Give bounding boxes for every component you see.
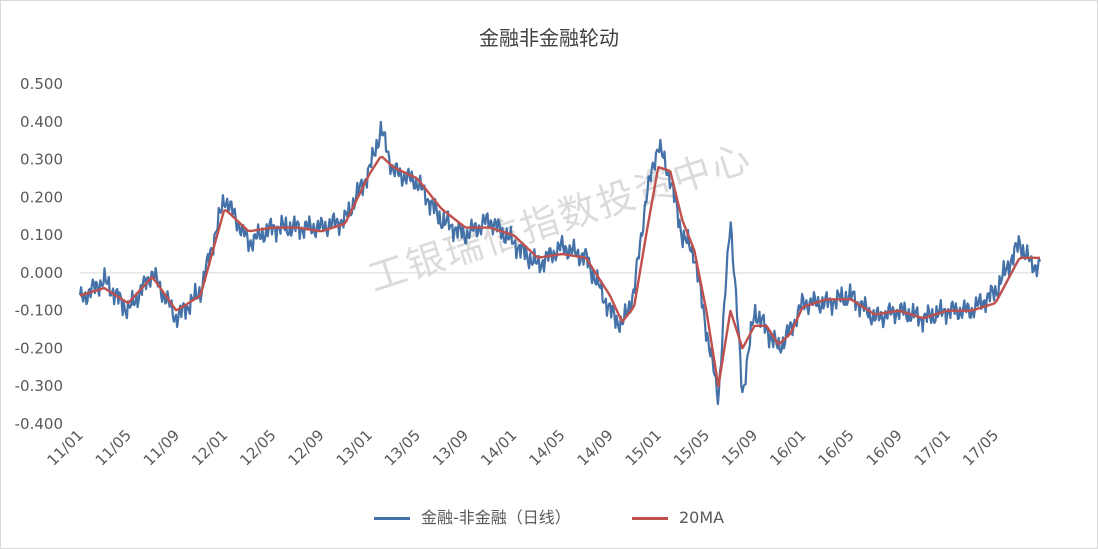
y-tick-label: -0.300 (15, 377, 63, 395)
y-tick-label: 0.000 (20, 264, 63, 282)
legend-label-daily: 金融-非金融（日线） (421, 508, 571, 527)
y-tick-label: 0.300 (20, 151, 63, 169)
series-line-daily (78, 120, 1042, 406)
y-tick-label: 0.400 (20, 113, 63, 131)
x-tick-label: 14/01 (477, 426, 520, 469)
y-tick-label: 0.100 (20, 226, 63, 244)
x-tick-label: 16/09 (863, 426, 906, 469)
x-tick-label: 13/09 (429, 426, 472, 469)
y-tick-label: 0.200 (20, 188, 63, 206)
legend-item-ma: 20MA (631, 508, 725, 527)
y-tick-label: 0.500 (20, 75, 63, 93)
chart-title: 金融非金融轮动 (479, 26, 619, 50)
x-tick-label: 14/09 (574, 426, 617, 469)
x-tick-label: 12/05 (236, 426, 279, 469)
x-tick-label: 15/09 (718, 426, 761, 469)
x-tick-label: 17/01 (911, 426, 954, 469)
y-tick-label: -0.100 (15, 302, 63, 320)
x-tick-label: 15/05 (670, 426, 713, 469)
x-tick-label: 11/05 (92, 426, 135, 469)
legend-swatch-ma (631, 517, 668, 520)
x-tick-label: 15/01 (622, 426, 665, 469)
x-tick-label: 13/01 (333, 426, 376, 469)
x-tick-label: 13/05 (381, 426, 424, 469)
x-tick-label: 14/05 (525, 426, 568, 469)
legend-label-ma: 20MA (678, 508, 725, 527)
legend-swatch-daily (373, 517, 410, 520)
x-tick-label: 12/01 (188, 426, 231, 469)
y-tick-label: -0.400 (15, 415, 63, 433)
x-tick-label: 16/01 (766, 426, 809, 469)
x-tick-label: 12/09 (284, 426, 327, 469)
x-tick-label: 17/05 (959, 426, 1002, 469)
x-tick-label: 16/05 (814, 426, 857, 469)
series-line-20ma (79, 155, 1040, 388)
chart-legend: 金融-非金融（日线） 20MA (0, 504, 1098, 528)
legend-item-daily: 金融-非金融（日线） (373, 504, 571, 528)
y-tick-label: -0.200 (15, 339, 63, 357)
x-tick-label: 11/09 (140, 426, 183, 469)
